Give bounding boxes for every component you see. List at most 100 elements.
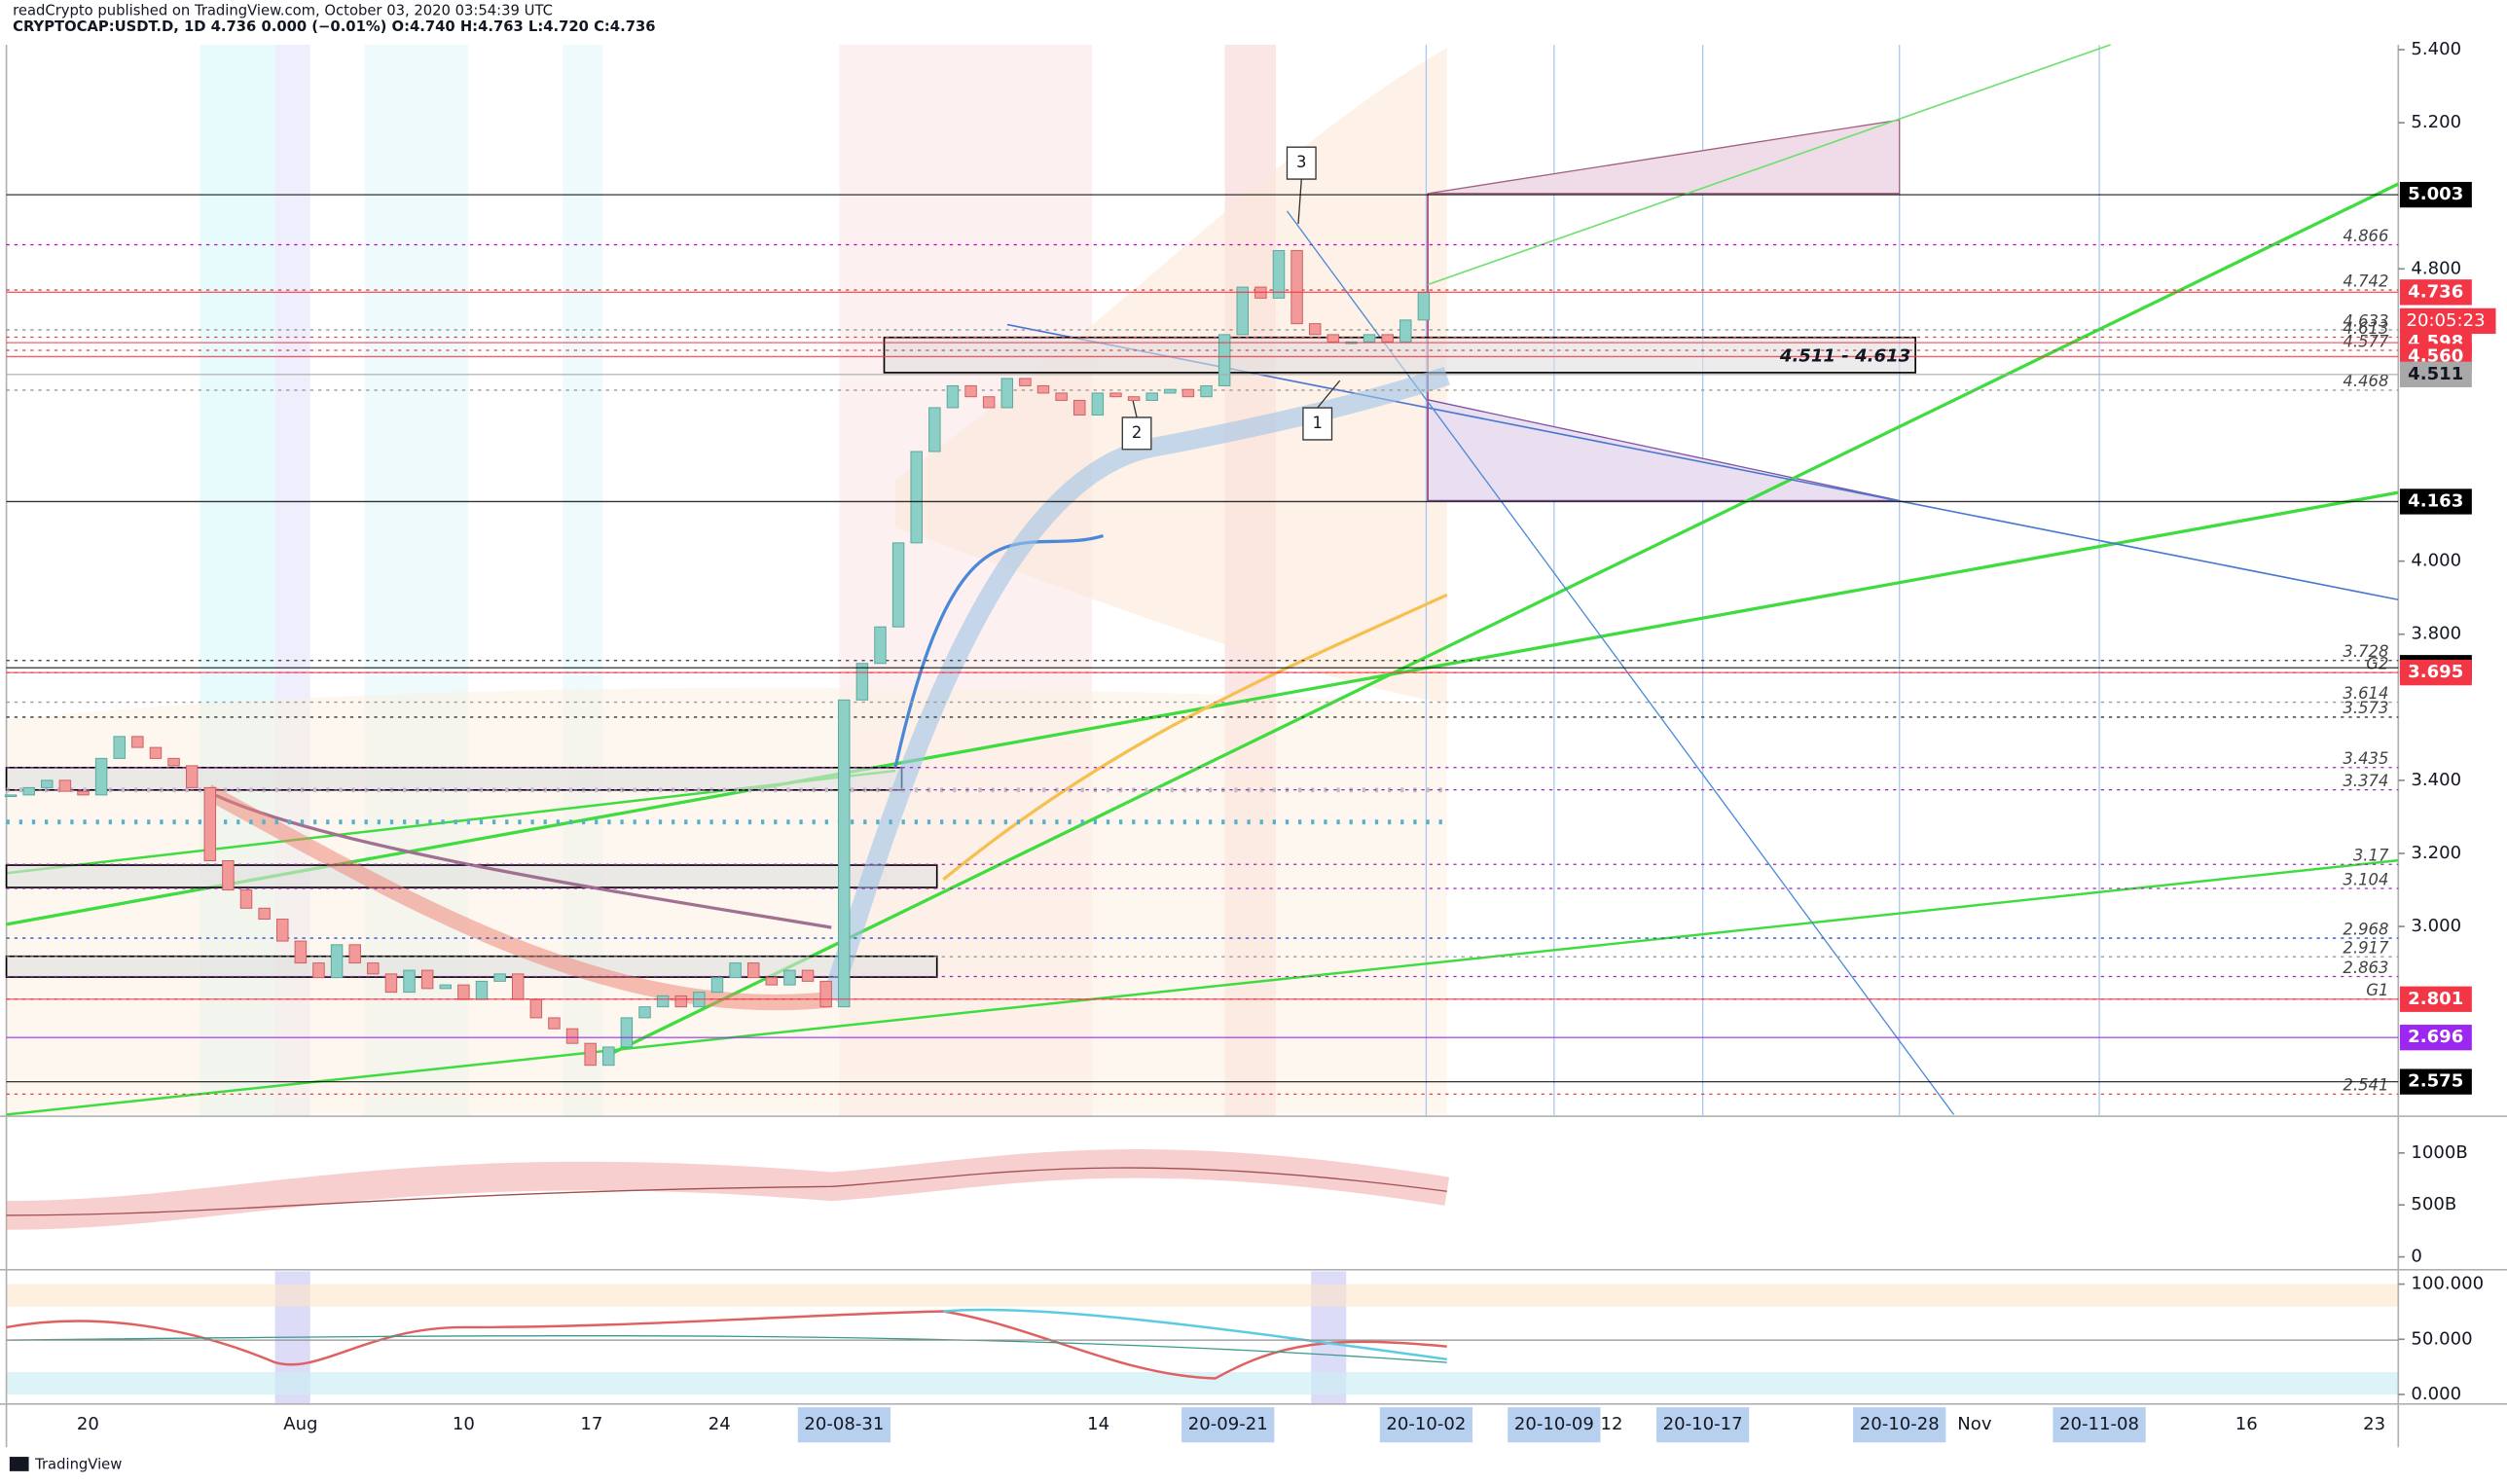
candle <box>384 973 398 994</box>
candle <box>167 757 180 767</box>
candle <box>638 1006 651 1019</box>
candle <box>94 757 108 796</box>
date-highlight <box>1181 1407 1275 1443</box>
date-highlight <box>1853 1407 1946 1443</box>
candle <box>565 1028 579 1044</box>
candle <box>1109 392 1122 398</box>
x-tick-label: 24 <box>708 1414 731 1434</box>
level-label: 3.104 <box>2343 870 2388 888</box>
price-tick-label: 3.400 <box>2411 770 2461 790</box>
callout-label: 2 <box>1132 423 1142 442</box>
countdown-tag <box>2399 308 2496 335</box>
candle <box>493 973 506 982</box>
level-label: 3.614 <box>2343 684 2388 703</box>
volume-tick-label: 500B <box>2411 1194 2456 1214</box>
candle <box>746 962 760 979</box>
candle <box>910 451 923 544</box>
price-tag-label: 2.575 <box>2408 1071 2463 1092</box>
candle <box>330 944 344 979</box>
candle <box>1145 392 1158 401</box>
candle <box>41 779 54 788</box>
candle <box>348 944 361 964</box>
candle <box>1200 384 1213 398</box>
level-label: 4.633 <box>2343 311 2388 330</box>
price-tag-label: 4.511 <box>2408 364 2463 384</box>
x-tick-label: 20-10-02 <box>1386 1414 1466 1434</box>
price-tag-label: 4.736 <box>2408 281 2463 302</box>
level-label: 3.728 <box>2343 642 2388 661</box>
price-tag <box>2399 1068 2472 1095</box>
x-tick-label: 20-10-28 <box>1860 1414 1940 1434</box>
candle <box>584 1042 597 1067</box>
candle <box>312 962 325 979</box>
x-tick-label: 12 <box>1601 1414 1623 1434</box>
price-tag-label: 4.560 <box>2408 345 2463 366</box>
candle <box>367 962 380 975</box>
candle <box>1055 392 1068 401</box>
x-tick-label: 14 <box>1087 1414 1109 1434</box>
candle <box>620 1017 634 1048</box>
candle <box>674 995 687 1008</box>
candle <box>1036 384 1050 394</box>
candle <box>801 969 815 982</box>
oscillator-tick-label: 50.000 <box>2411 1328 2472 1349</box>
x-tick-label: 10 <box>453 1414 475 1434</box>
candle <box>1308 323 1322 336</box>
date-highlight <box>1379 1407 1473 1443</box>
price-tag <box>2399 279 2472 306</box>
level-label: 4.613 <box>2343 319 2388 338</box>
price-tick-label: 4.000 <box>2411 551 2461 571</box>
candle <box>475 980 489 1000</box>
candle <box>239 889 253 909</box>
candle <box>439 984 453 990</box>
volume-tick-label: 1000B <box>2411 1142 2467 1163</box>
oscillator-tick-label: 100.000 <box>2411 1274 2484 1294</box>
x-tick-label: 20-08-31 <box>804 1414 884 1434</box>
price-tick-label: 3.000 <box>2411 916 2461 936</box>
x-tick-label: Nov <box>1957 1414 1992 1434</box>
candle <box>765 977 779 986</box>
volume-tick-label: 0 <box>2411 1247 2421 1267</box>
candle <box>276 919 289 942</box>
candle <box>203 786 217 861</box>
level-label: 4.468 <box>2343 372 2388 390</box>
candle <box>294 940 308 964</box>
level-label: 4.577 <box>2343 332 2389 350</box>
candle <box>529 998 543 1019</box>
x-tick-label: Aug <box>283 1414 317 1434</box>
candle <box>964 384 977 398</box>
price-tag-label: 4.163 <box>2408 490 2463 511</box>
candle <box>1181 388 1195 398</box>
candle <box>548 1017 561 1030</box>
candle <box>710 977 724 994</box>
level-label: 2.917 <box>2343 938 2389 957</box>
date-highlight <box>1656 1407 1750 1443</box>
candle <box>1326 334 1340 343</box>
price-tag <box>2399 659 2472 686</box>
oscillator-tick-label: 0.000 <box>2411 1384 2461 1404</box>
level-label: 2.968 <box>2343 920 2388 938</box>
x-tick-label: 20-11-08 <box>2059 1414 2139 1434</box>
candle <box>783 969 796 986</box>
price-tick-label: 5.200 <box>2411 112 2461 132</box>
candle <box>819 980 832 1008</box>
date-highlight <box>2053 1407 2146 1443</box>
candle <box>1127 396 1141 401</box>
candle <box>1399 319 1412 343</box>
candle <box>22 786 35 796</box>
price-tag <box>2399 986 2472 1012</box>
price-tag <box>2399 181 2472 208</box>
candle <box>222 859 235 891</box>
callout-label: 1 <box>1312 414 1322 432</box>
level-label: 3.435 <box>2343 749 2388 768</box>
candle <box>1417 291 1431 321</box>
x-tick-label: 20-10-17 <box>1663 1414 1743 1434</box>
candle <box>855 663 869 701</box>
header-line2: CRYPTOCAP:USDT.D, 1D 4.736 0.000 (−0.01%… <box>13 18 655 35</box>
level-label: 4.866 <box>2343 227 2388 245</box>
callout-box <box>1286 146 1317 225</box>
future-date-lines <box>1425 45 2100 1117</box>
candle <box>1272 250 1286 299</box>
